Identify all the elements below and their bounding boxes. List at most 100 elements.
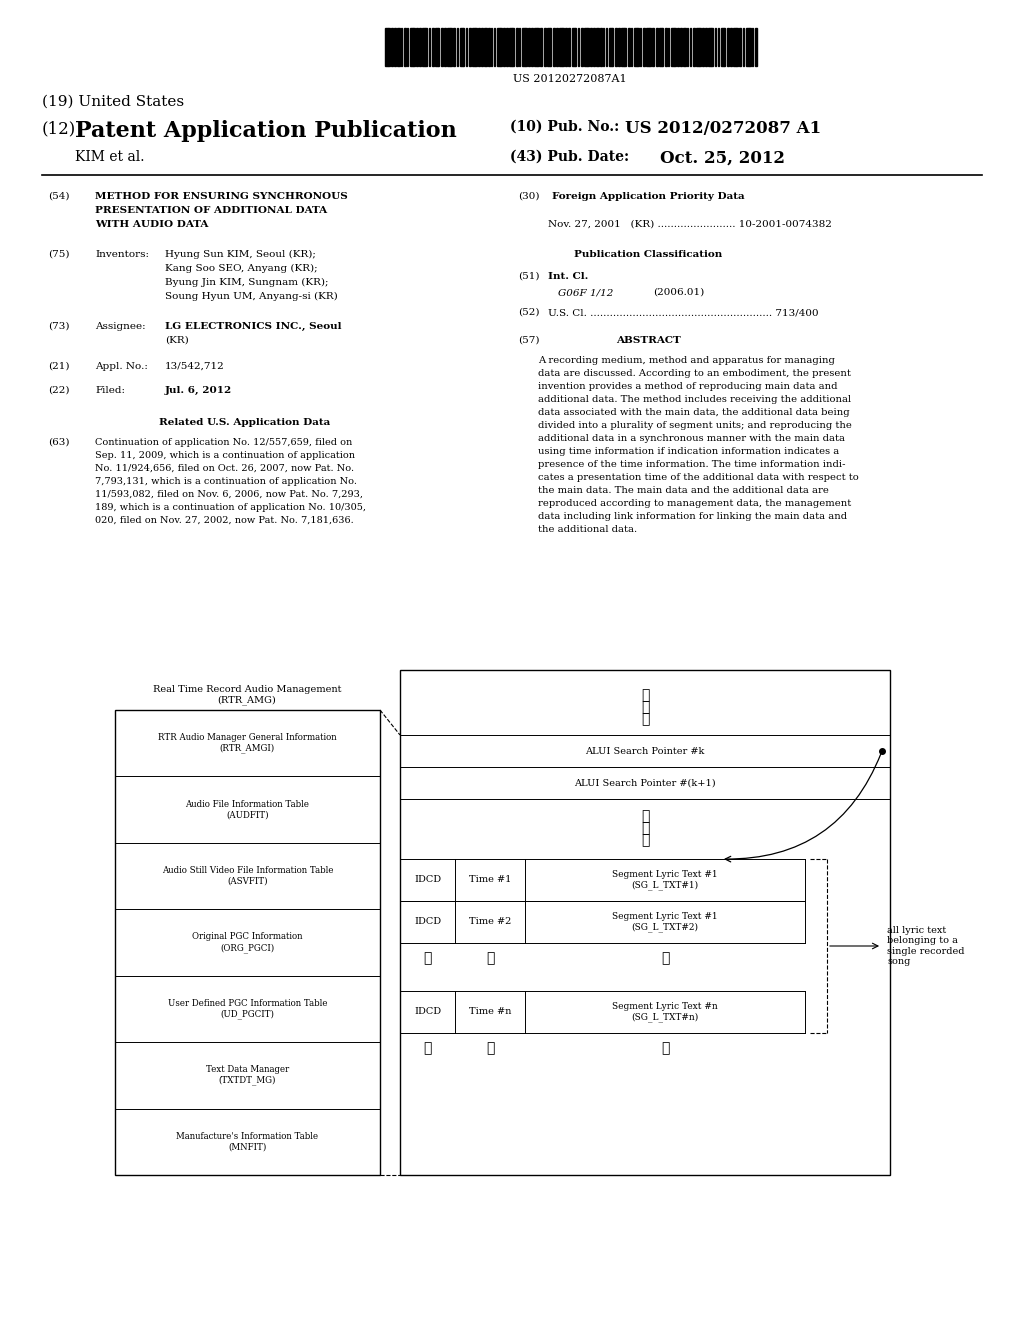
Bar [749,28,751,66]
Text: No. 11/924,656, filed on Oct. 26, 2007, now Pat. No.: No. 11/924,656, filed on Oct. 26, 2007, … [95,465,354,473]
Text: Jul. 6, 2012: Jul. 6, 2012 [165,385,232,395]
Text: (19) United States: (19) United States [42,95,184,110]
Bar [447,28,451,66]
Bar [460,28,463,66]
Text: (43) Pub. Date:: (43) Pub. Date: [510,150,629,164]
Text: 13/542,712: 13/542,712 [165,362,224,371]
Bar [637,28,639,66]
Bar [687,28,688,66]
Text: ⋮: ⋮ [660,950,670,965]
Text: (73): (73) [48,322,70,331]
Text: US 20120272087A1: US 20120272087A1 [513,74,627,84]
Bar [509,28,512,66]
Bar [472,28,475,66]
Bar [528,28,529,66]
Bar [718,28,719,66]
Text: ⋮: ⋮ [660,1041,670,1055]
Bar [441,28,443,66]
Text: data including link information for linking the main data and: data including link information for link… [538,512,847,521]
Bar [702,28,705,66]
Bar [538,28,539,66]
Text: Time #2: Time #2 [469,917,511,927]
Text: Manufacture's Information Table
(MNFIT): Manufacture's Information Table (MNFIT) [176,1133,318,1151]
Bar [643,28,644,66]
Bar [451,28,453,66]
Bar [466,28,467,66]
Text: 7,793,131, which is a continuation of application No.: 7,793,131, which is a continuation of ap… [95,477,357,486]
Text: (63): (63) [48,438,70,447]
Bar [628,28,630,66]
Text: ⋮: ⋮ [641,711,649,726]
Bar [481,28,483,66]
Text: additional data in a synchronous manner with the main data: additional data in a synchronous manner … [538,434,845,444]
Bar [407,28,409,66]
Bar [425,28,427,66]
Bar [391,28,393,66]
Bar [494,28,496,66]
Bar [590,28,592,66]
Text: (52): (52) [518,308,540,317]
Text: using time information if indication information indicates a: using time information if indication inf… [538,447,840,455]
Bar [646,28,649,66]
Text: ⋮: ⋮ [641,821,649,836]
Text: A recording medium, method and apparatus for managing: A recording medium, method and apparatus… [538,356,835,366]
Text: (21): (21) [48,362,70,371]
Bar [587,28,589,66]
Text: Appl. No.:: Appl. No.: [95,362,147,371]
Bar [571,28,574,66]
Text: Filed:: Filed: [95,385,125,395]
Bar [535,28,538,66]
Bar [634,28,637,66]
Bar [721,28,724,66]
Text: Continuation of application No. 12/557,659, filed on: Continuation of application No. 12/557,6… [95,438,352,447]
Bar [752,28,754,66]
Bar [640,28,641,66]
Bar [457,28,458,66]
Text: G06F 1/12: G06F 1/12 [558,288,613,297]
Text: IDCD: IDCD [414,917,441,927]
Text: Byung Jin KIM, Sungnam (KR);: Byung Jin KIM, Sungnam (KR); [165,279,329,288]
Bar [541,28,542,66]
Bar [609,28,612,66]
Text: ⋮: ⋮ [423,1041,432,1055]
Text: (KR): (KR) [165,337,188,345]
Bar [655,28,657,66]
Text: Audio Still Video File Information Table
(ASVFIT): Audio Still Video File Information Table… [162,866,333,886]
Bar [463,28,464,66]
Bar [422,28,425,66]
Bar [625,28,626,66]
Text: (75): (75) [48,249,70,259]
Text: RTR Audio Manager General Information
(RTR_AMGI): RTR Audio Manager General Information (R… [158,733,337,754]
Bar [547,28,550,66]
Bar [649,28,651,66]
Bar [469,28,471,66]
Bar [652,28,654,66]
Bar [606,28,607,66]
Text: KIM et al.: KIM et al. [75,150,144,164]
Bar [612,28,613,66]
Text: (54): (54) [48,191,70,201]
Text: Segment Lyric Text #1
(SG_L_TXT#2): Segment Lyric Text #1 (SG_L_TXT#2) [612,912,718,932]
Text: METHOD FOR ENSURING SYNCHRONOUS: METHOD FOR ENSURING SYNCHRONOUS [95,191,348,201]
Bar [596,28,599,66]
Text: reproduced according to management data, the management: reproduced according to management data,… [538,499,851,508]
Bar [674,28,676,66]
Text: the main data. The main data and the additional data are: the main data. The main data and the add… [538,486,828,495]
Bar [531,28,532,66]
Bar [665,28,667,66]
Bar [712,28,714,66]
Text: Original PGC Information
(ORG_PGCI): Original PGC Information (ORG_PGCI) [193,932,303,953]
Bar [724,28,725,66]
Bar [525,28,527,66]
Text: ⋮: ⋮ [641,688,649,702]
Text: US 2012/0272087 A1: US 2012/0272087 A1 [625,120,821,137]
Bar [615,28,616,66]
Bar [690,28,691,66]
Text: ALUI Search Pointer #(k+1): ALUI Search Pointer #(k+1) [574,779,716,788]
Bar [693,28,695,66]
Text: invention provides a method of reproducing main data and: invention provides a method of reproduci… [538,381,838,391]
Text: Publication Classification: Publication Classification [573,249,722,259]
Bar [403,28,406,66]
Bar [696,28,699,66]
Bar [755,28,757,66]
